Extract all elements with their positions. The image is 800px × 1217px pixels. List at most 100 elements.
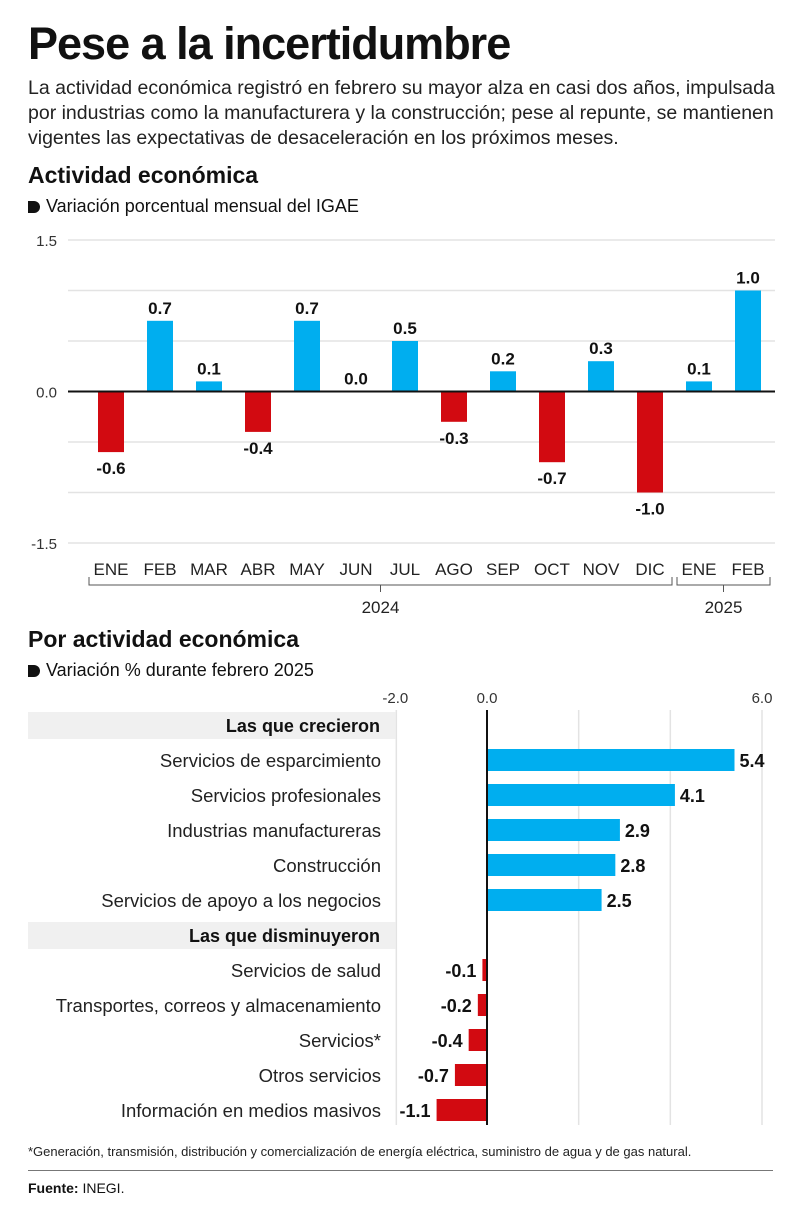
y-tick-label: 0.0: [36, 385, 57, 402]
x-tick-label: ENE: [94, 560, 129, 579]
category-label: Servicios*: [299, 1030, 381, 1051]
bar-value-label: 1.0: [736, 269, 760, 288]
group-header-band: [28, 712, 396, 739]
category-label: Información en medios masivos: [121, 1100, 381, 1121]
group-label: 2024: [362, 598, 400, 617]
x-tick-label: MAY: [289, 560, 325, 579]
lede-paragraph: La actividad económica registró en febre…: [28, 77, 775, 149]
bar: [588, 361, 614, 392]
bar-value-label: -0.7: [537, 469, 566, 488]
group-header-label: Las que disminuyeron: [189, 926, 380, 946]
bar-value-label: -1.1: [400, 1101, 431, 1121]
bullet-icon: [28, 664, 40, 677]
bar-value-label: -1.0: [635, 500, 664, 519]
source-label: Fuente:: [28, 1180, 79, 1196]
section1-subtitle: Variación porcentual mensual del IGAE: [28, 196, 359, 217]
group-label: 2025: [705, 598, 743, 617]
bar-value-label: 0.2: [491, 349, 515, 368]
bar: [487, 749, 735, 771]
bullet-icon: [28, 200, 40, 213]
bar: [487, 819, 620, 841]
bar: [482, 959, 487, 981]
category-label: Construcción: [273, 855, 381, 876]
bar-value-label: -0.3: [439, 429, 468, 448]
category-label: Servicios de salud: [231, 960, 381, 981]
bar: [637, 391, 663, 493]
bar-value-label: 2.9: [625, 821, 650, 841]
x-tick-label: 0.0: [477, 690, 498, 707]
x-tick-label: FEB: [731, 560, 764, 579]
category-label: Otros servicios: [259, 1065, 381, 1086]
x-tick-label: JUL: [390, 560, 420, 579]
bar-value-label: 0.7: [295, 299, 319, 318]
bar: [98, 391, 124, 453]
bar: [487, 889, 602, 911]
bar: [436, 1099, 487, 1121]
bar: [539, 391, 565, 463]
x-tick-label: ABR: [241, 560, 276, 579]
bar-value-label: -0.2: [441, 996, 472, 1016]
y-tick-label: 1.5: [36, 233, 57, 250]
footnote: *Generación, transmisión, distribución y…: [28, 1144, 692, 1159]
bar: [196, 381, 222, 392]
section2-title: Por actividad económica: [28, 626, 299, 652]
bar: [487, 784, 675, 806]
bar-value-label: -0.6: [96, 459, 125, 478]
x-tick-label: MAR: [190, 560, 228, 579]
bar: [245, 391, 271, 432]
x-tick-label: -2.0: [382, 690, 408, 707]
category-label: Servicios de apoyo a los negocios: [101, 890, 381, 911]
bar-value-label: 0.0: [344, 370, 368, 389]
bar-value-label: 2.5: [607, 891, 632, 911]
section2-subtitle: Variación % durante febrero 2025: [28, 660, 314, 681]
page-title: Pese a la incertidumbre: [28, 18, 511, 69]
bar-value-label: 0.1: [197, 359, 221, 378]
bar: [490, 371, 516, 392]
bar: [392, 341, 418, 392]
y-tick-label: -1.5: [31, 536, 57, 553]
bar-value-label: 0.5: [393, 319, 417, 338]
source-value: INEGI.: [78, 1180, 125, 1196]
category-label: Servicios profesionales: [191, 785, 381, 806]
bar-value-label: 2.8: [620, 856, 645, 876]
monthly-igae-chart: 1.5 0.0 -1.5 -0.6 ENE 0.7 FEB 0.1 MAR -0.4 ABR 0.7 M…: [31, 233, 775, 617]
bar: [468, 1029, 487, 1051]
section2-subtitle-text: Variación % durante febrero 2025: [46, 660, 314, 680]
group-header-band: [28, 922, 396, 949]
section1-title: Actividad económica: [28, 162, 259, 188]
x-tick-label: OCT: [534, 560, 570, 579]
x-tick-label: SEP: [486, 560, 520, 579]
x-tick-label: NOV: [583, 560, 621, 579]
bar-value-label: 0.7: [148, 299, 172, 318]
bar: [477, 994, 487, 1016]
bar-value-label: -0.1: [445, 961, 476, 981]
x-tick-label: AGO: [435, 560, 473, 579]
bar: [441, 391, 467, 422]
x-tick-label: DIC: [635, 560, 664, 579]
bar-value-label: -0.7: [418, 1066, 449, 1086]
section1-subtitle-text: Variación porcentual mensual del IGAE: [46, 196, 359, 216]
bar-value-label: 0.3: [589, 339, 613, 358]
bar: [294, 320, 320, 392]
x-tick-label: JUN: [339, 560, 372, 579]
x-tick-label: 6.0: [752, 690, 773, 707]
bar-value-label: 0.1: [687, 359, 711, 378]
bar-value-label: -0.4: [243, 439, 273, 458]
bar-value-label: 5.4: [740, 751, 765, 771]
category-label: Transportes, correos y almacenamiento: [56, 995, 381, 1016]
category-label: Servicios de esparcimiento: [160, 750, 381, 771]
bar: [735, 290, 761, 392]
group-header-label: Las que crecieron: [226, 716, 380, 736]
bar: [454, 1064, 487, 1086]
source-note: Fuente: INEGI.: [28, 1180, 124, 1196]
x-tick-label: FEB: [143, 560, 176, 579]
bar-value-label: -0.4: [432, 1031, 463, 1051]
activity-bar-chart: -2.0 0.0 6.0 Las que crecieron Servicios de …: [28, 690, 773, 1125]
category-label: Industrias manufactureras: [167, 820, 381, 841]
divider: [28, 1170, 773, 1171]
x-tick-label: ENE: [682, 560, 717, 579]
bar-value-label: 4.1: [680, 786, 705, 806]
bar: [487, 854, 616, 876]
bar: [686, 381, 712, 392]
bar: [147, 320, 173, 392]
